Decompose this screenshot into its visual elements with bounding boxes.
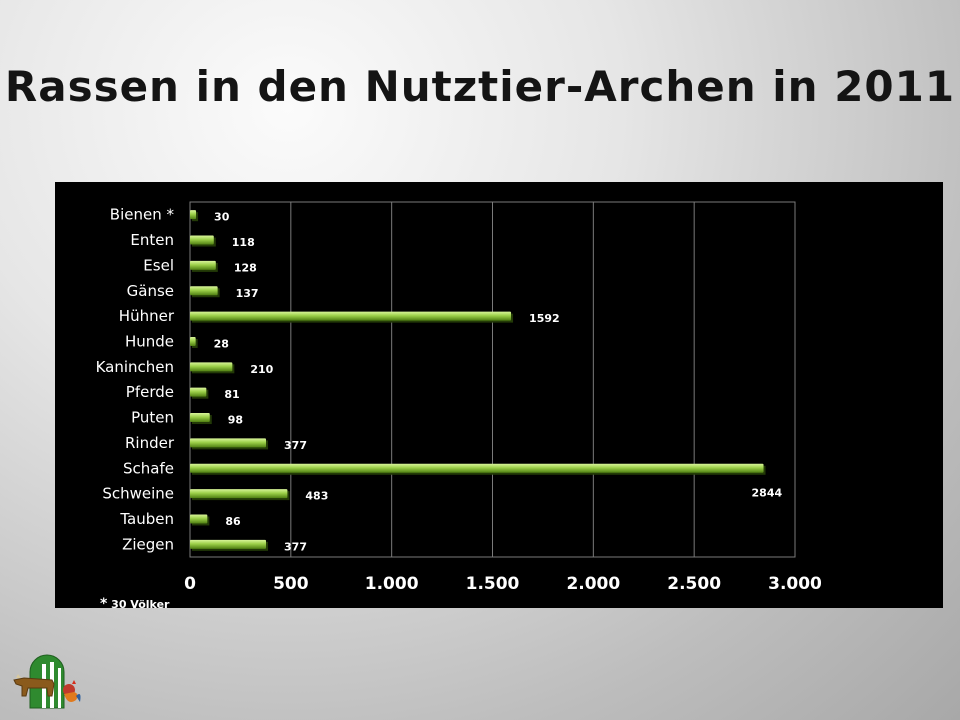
data-label: 81	[224, 388, 239, 401]
bar	[190, 463, 764, 473]
bar	[190, 260, 216, 270]
chart-panel: 0 500 1.000 1.500 2.000 2.500 3.000 Bienen * 30 E…	[55, 182, 943, 612]
category-label: Gänse	[127, 282, 174, 300]
x-tick-label: 3.000	[768, 574, 822, 594]
data-label: 210	[250, 363, 273, 376]
data-label: 30	[214, 211, 230, 224]
category-label: Esel	[143, 256, 174, 274]
bar	[190, 514, 208, 524]
data-label: 86	[225, 515, 241, 528]
bar	[190, 286, 218, 296]
farm-animals-logo-icon	[13, 654, 81, 709]
x-tick-label: 0	[184, 574, 196, 594]
x-tick-label: 1.000	[365, 574, 419, 594]
data-label: 118	[232, 236, 255, 249]
slide-title: Rassen in den Nutztier-Archen in 2011	[4, 62, 956, 111]
category-label: Enten	[130, 231, 174, 249]
data-label: 1592	[529, 312, 560, 325]
bar	[190, 539, 267, 549]
category-label: Rinder	[125, 434, 175, 452]
data-label: 28	[214, 337, 229, 350]
bar	[190, 235, 214, 245]
bar	[190, 413, 210, 423]
x-tick-label: 500	[273, 574, 309, 594]
data-label: 2844	[752, 486, 783, 499]
bar	[190, 336, 196, 346]
data-label: 98	[228, 414, 243, 427]
footnote-star: *	[100, 596, 108, 612]
x-tick-label: 2.000	[566, 574, 620, 594]
data-label: 377	[284, 540, 307, 553]
category-label: Tauben	[119, 510, 174, 528]
data-label: 137	[236, 287, 259, 300]
category-label: Puten	[131, 409, 174, 427]
bar	[190, 311, 512, 321]
bar	[190, 210, 197, 220]
x-tick-label: 2.500	[667, 574, 721, 594]
bar	[190, 438, 267, 448]
category-label: Ziegen	[122, 535, 174, 553]
data-label: 483	[305, 490, 328, 503]
data-label: 128	[234, 261, 257, 274]
category-label: Pferde	[126, 383, 174, 401]
category-label: Hühner	[119, 307, 175, 325]
bar	[190, 387, 207, 397]
chart-footnote: * 30 Völker	[100, 596, 169, 612]
x-tick-label: 1.500	[466, 574, 520, 594]
plot-area-border	[189, 201, 796, 558]
category-label: Schafe	[123, 459, 174, 477]
category-label: Bienen *	[110, 206, 175, 224]
bar-chart: 0 500 1.000 1.500 2.000 2.500 3.000 Bienen * 30 E…	[96, 201, 822, 594]
bar	[190, 362, 233, 372]
category-label: Schweine	[102, 485, 174, 503]
category-label: Kaninchen	[96, 358, 174, 376]
footnote-text: 30 Völker	[111, 598, 170, 611]
category-label: Hunde	[125, 332, 174, 350]
bar	[190, 489, 288, 499]
data-label: 377	[284, 439, 307, 452]
